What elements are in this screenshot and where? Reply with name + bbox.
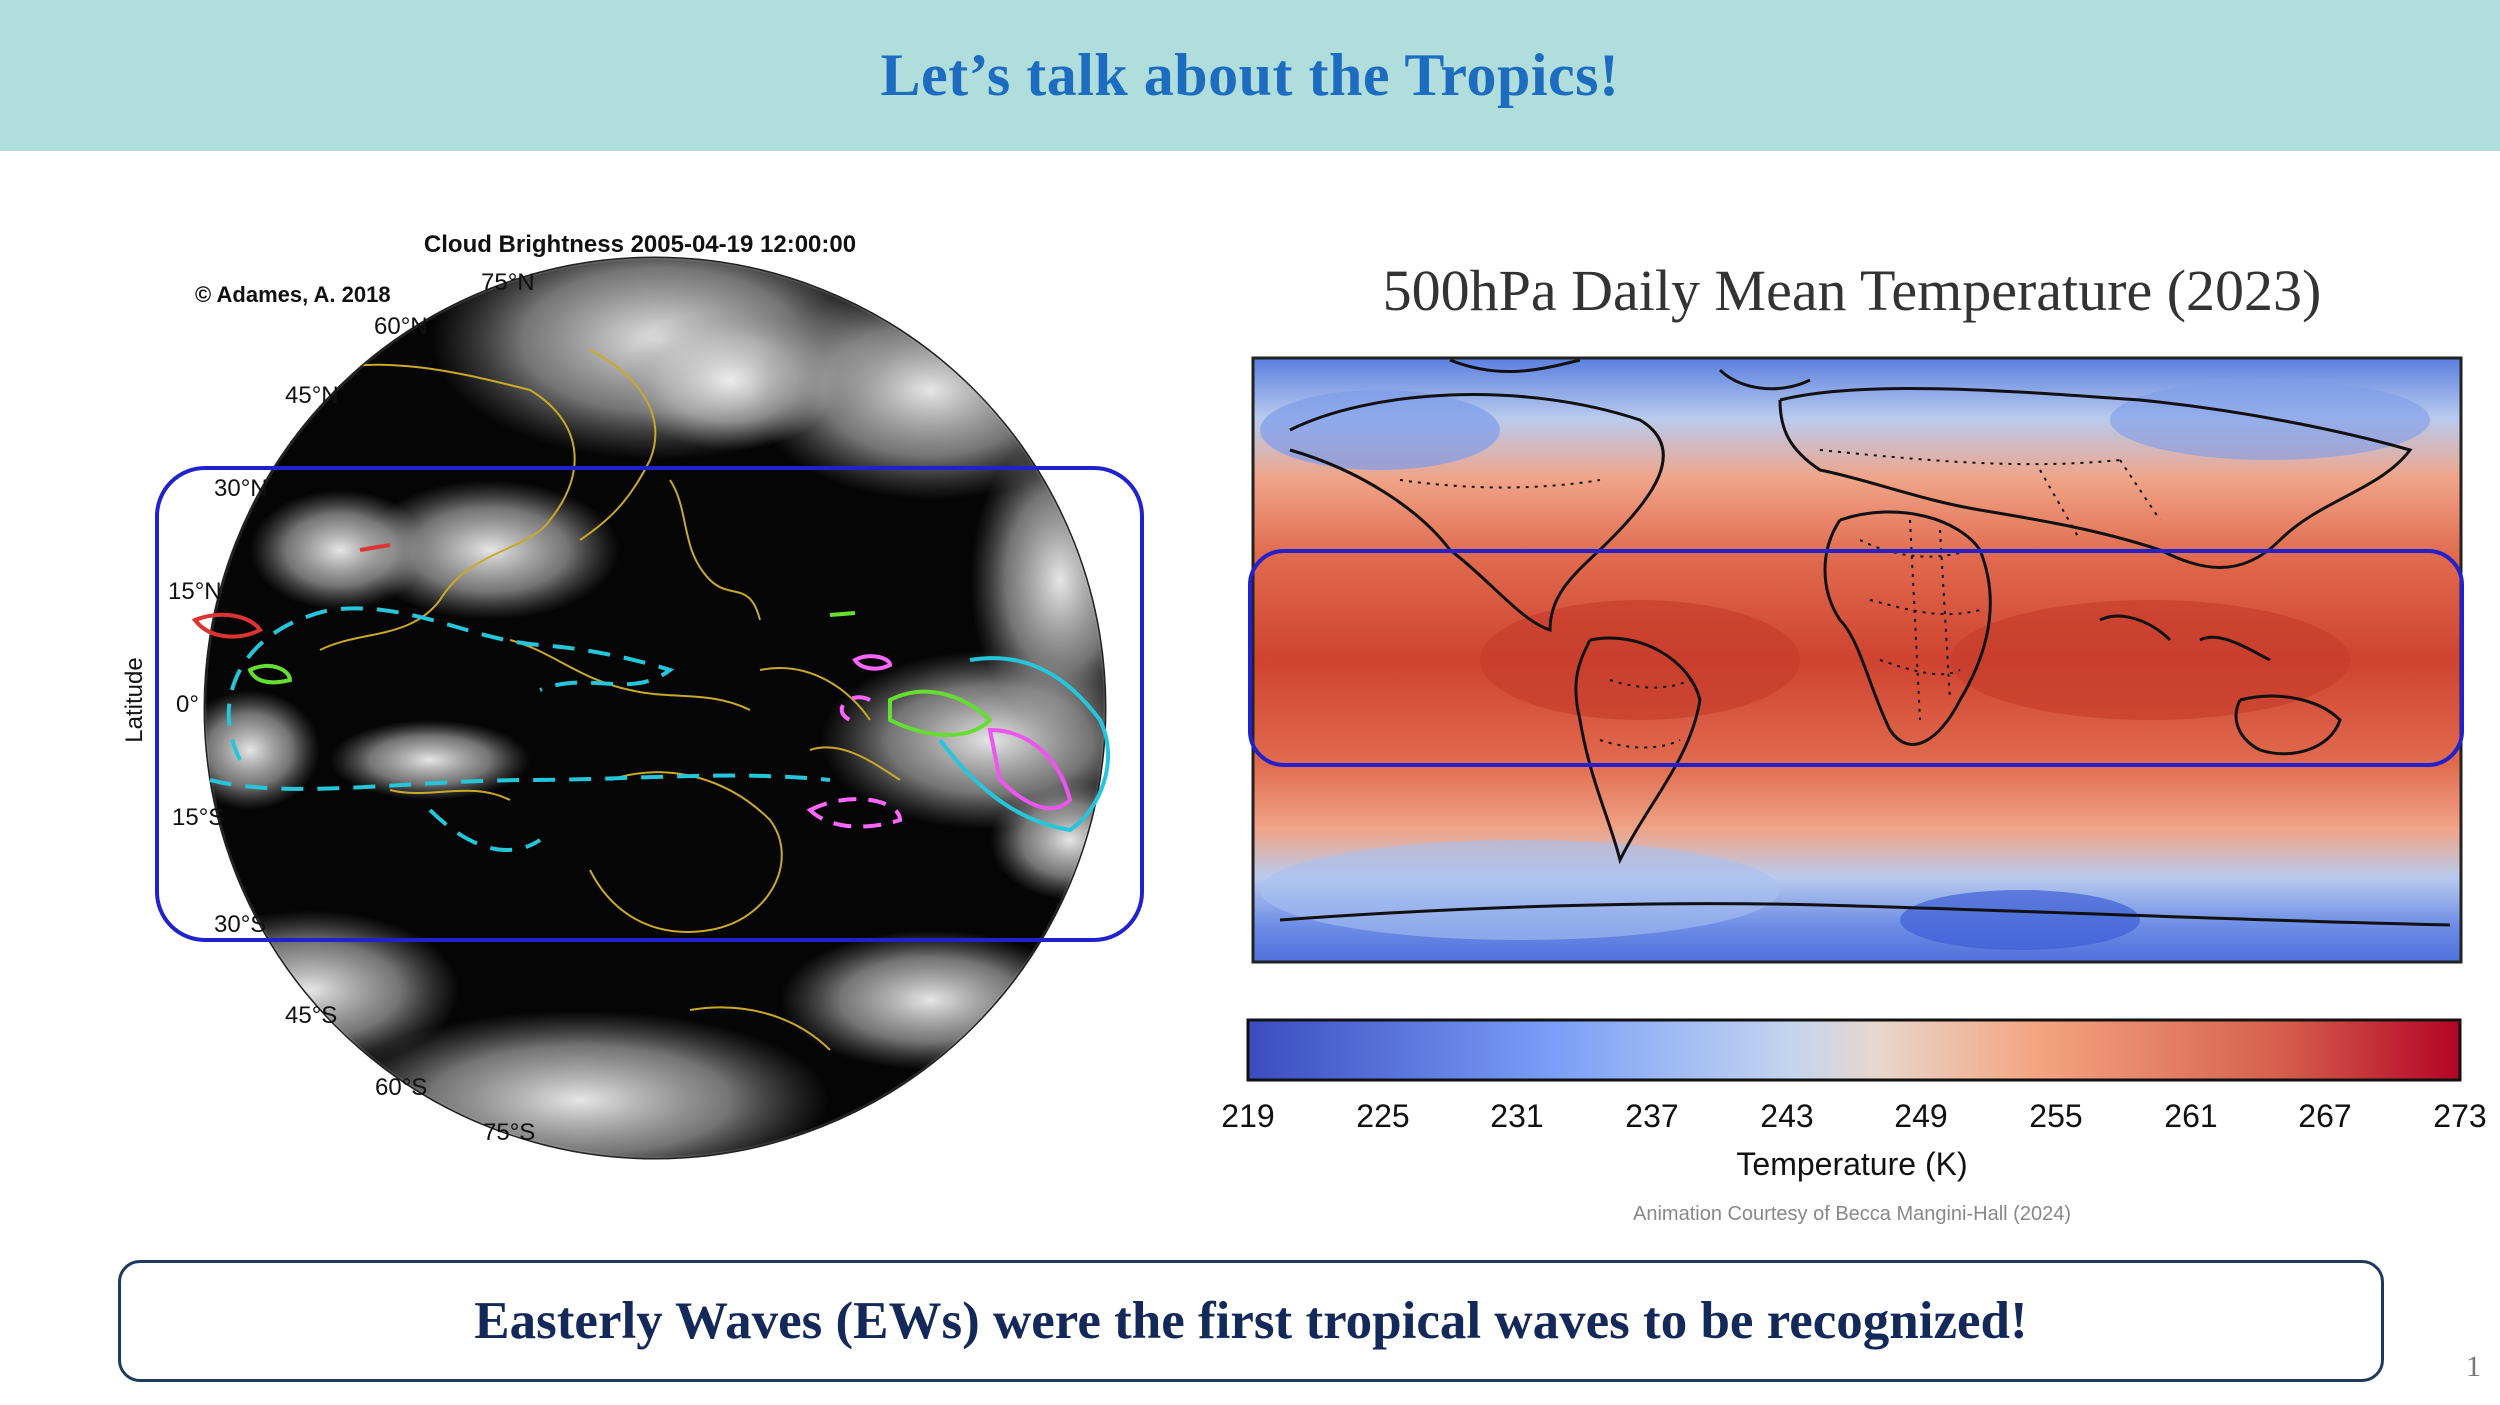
key-message: Easterly Waves (EWs) were the first trop… — [474, 1292, 2028, 1350]
key-message-box: Easterly Waves (EWs) were the first trop… — [118, 1260, 2384, 1382]
page-number: 1 — [2466, 1350, 2481, 1383]
lat-label: 45°N — [285, 382, 339, 409]
colorbar-tick: 249 — [1894, 1098, 1947, 1134]
lat-label: 60°N — [374, 313, 428, 340]
title-banner: Let’s talk about the Tropics! — [0, 0, 2500, 151]
slide-title: Let’s talk about the Tropics! — [880, 42, 1620, 108]
lat-label: 15°N — [168, 578, 222, 605]
globe-disc — [191, 256, 1110, 1160]
colorbar-tick: 243 — [1760, 1098, 1813, 1134]
country-borders — [1399, 449, 2161, 749]
colorbar-tick: 237 — [1625, 1098, 1678, 1134]
globe-title: Cloud Brightness 2005-04-19 12:00:00 — [424, 231, 856, 258]
wave-contours — [191, 543, 1110, 852]
colorbar-tick: 273 — [2433, 1098, 2486, 1134]
lat-label: 30°N — [214, 475, 268, 502]
lat-label: 30°S — [214, 911, 266, 938]
temperature-anomalies — [1260, 380, 2430, 950]
lat-label: 75°S — [483, 1119, 535, 1146]
tropics-highlight — [1248, 549, 2464, 767]
lat-label: 45°S — [285, 1002, 337, 1029]
globe-svg: Cloud Brightness 2005-04-19 12:00:00 © A… — [121, 231, 1144, 1160]
colorbar-label: Temperature (K) — [1736, 1146, 1967, 1182]
temperature-svg: 500hPa Daily Mean Temperature (2023) — [1221, 258, 2486, 1225]
colorbar-tick: 261 — [2164, 1098, 2217, 1134]
colorbar-tick: 267 — [2298, 1098, 2351, 1134]
colorbar — [1246, 1018, 2462, 1082]
colorbar-ticks: 219 225 231 237 243 249 255 261 267 273 — [1221, 1098, 2486, 1134]
coastlines — [279, 349, 901, 1051]
temperature-figure: 500hPa Daily Mean Temperature (2023) — [1220, 220, 2500, 1230]
lat-label: 15°S — [172, 804, 224, 831]
globe-axis-label: Latitude — [121, 657, 148, 742]
colorbar-tick: 219 — [1221, 1098, 1274, 1134]
lat-label: 75°N — [481, 269, 535, 296]
colorbar-tick: 231 — [1490, 1098, 1543, 1134]
colorbar-tick: 225 — [1356, 1098, 1409, 1134]
map-title: 500hPa Daily Mean Temperature (2023) — [1383, 258, 2322, 323]
lat-labels: 75°N 60°N 45°N 30°N 15°N 0° 15°S 30°S 45… — [168, 269, 535, 1146]
globe-figure: Cloud Brightness 2005-04-19 12:00:00 © A… — [110, 220, 1170, 1160]
temperature-map — [1251, 356, 2463, 964]
lat-label: 60°S — [375, 1074, 427, 1101]
colorbar-tick: 255 — [2029, 1098, 2082, 1134]
tropics-highlight — [155, 466, 1144, 942]
copyright-note: © Adames, A. 2018 — [195, 282, 391, 307]
lat-label: 0° — [176, 691, 199, 718]
animation-credit: Animation Courtesy of Becca Mangini-Hall… — [1633, 1203, 2071, 1225]
